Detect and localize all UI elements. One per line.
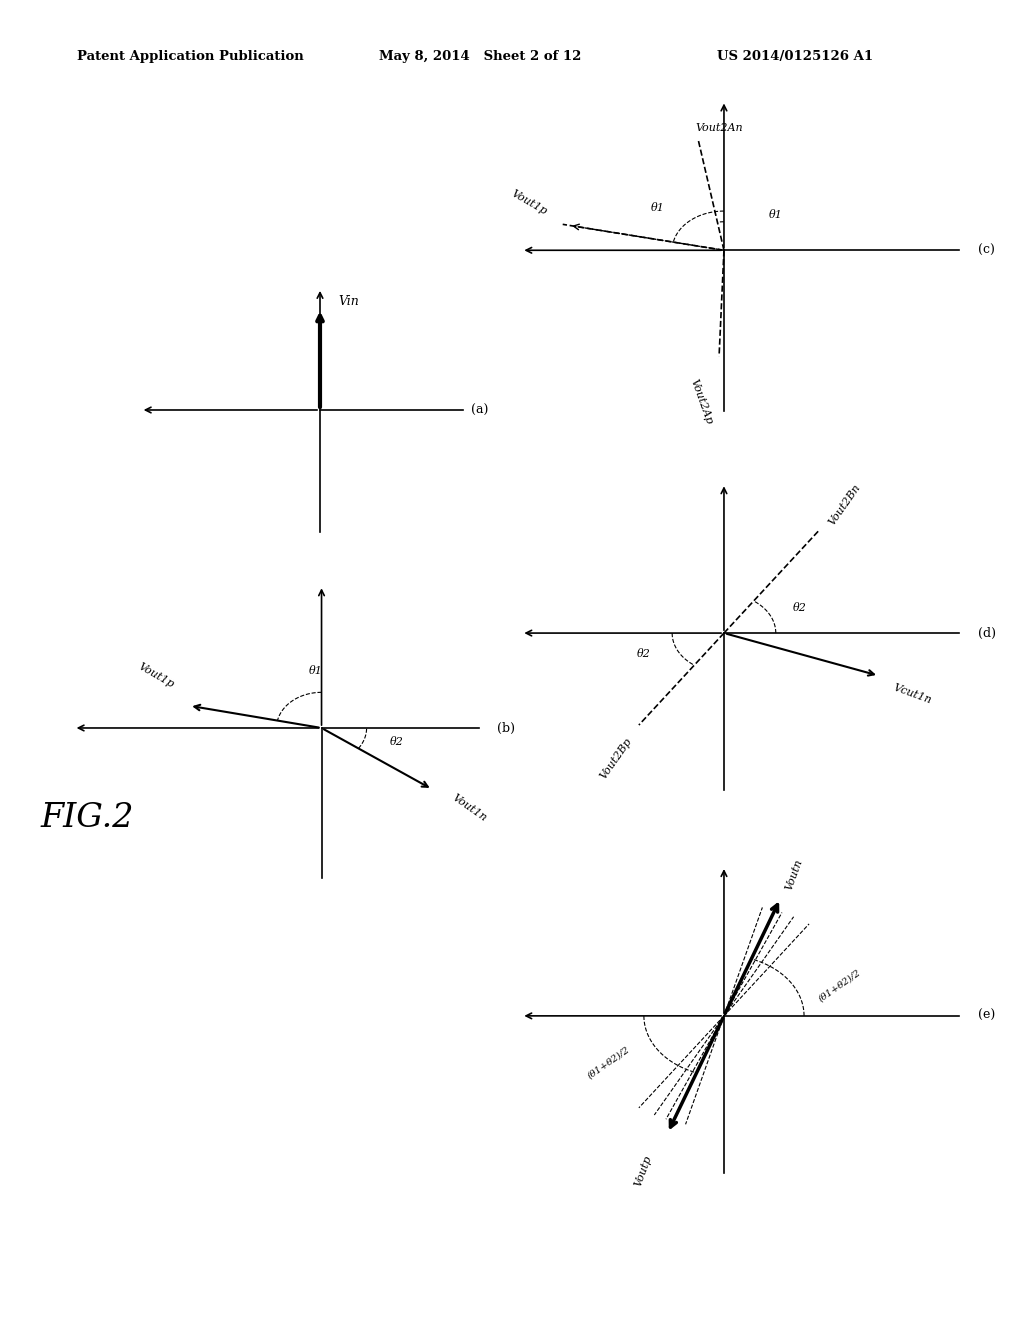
Text: (c): (c) — [978, 244, 995, 257]
Text: θ1: θ1 — [651, 202, 665, 213]
Text: Vout2An: Vout2An — [695, 123, 743, 132]
Text: (e): (e) — [978, 1010, 995, 1023]
Text: θ2: θ2 — [390, 738, 404, 747]
Text: Vout2Ap: Vout2Ap — [689, 378, 715, 426]
Text: (b): (b) — [498, 722, 515, 734]
Text: θ1: θ1 — [769, 210, 782, 219]
Text: (d): (d) — [978, 627, 996, 640]
Text: θ2: θ2 — [637, 649, 651, 660]
Text: (θ1+θ2)/2: (θ1+θ2)/2 — [586, 1044, 632, 1080]
Text: Voutp: Voutp — [633, 1155, 653, 1188]
Text: (a): (a) — [470, 404, 487, 417]
Text: Vin: Vin — [338, 296, 358, 309]
Text: Vcut1n: Vcut1n — [892, 682, 933, 706]
Text: θ1: θ1 — [309, 667, 323, 676]
Text: Vout2Bn: Vout2Bn — [826, 483, 862, 527]
Text: US 2014/0125126 A1: US 2014/0125126 A1 — [717, 50, 872, 63]
Text: Vout1p: Vout1p — [137, 661, 176, 690]
Text: Patent Application Publication: Patent Application Publication — [77, 50, 303, 63]
Text: May 8, 2014   Sheet 2 of 12: May 8, 2014 Sheet 2 of 12 — [379, 50, 582, 63]
Text: Vout1p: Vout1p — [510, 189, 549, 218]
Text: Voutn: Voutn — [783, 858, 804, 891]
Text: (θ1+θ2)/2: (θ1+θ2)/2 — [816, 968, 862, 1003]
Text: θ2: θ2 — [793, 603, 806, 612]
Text: Vout1n: Vout1n — [451, 793, 488, 824]
Text: Vout2Bp: Vout2Bp — [599, 735, 634, 780]
Text: FIG.2: FIG.2 — [41, 803, 134, 834]
